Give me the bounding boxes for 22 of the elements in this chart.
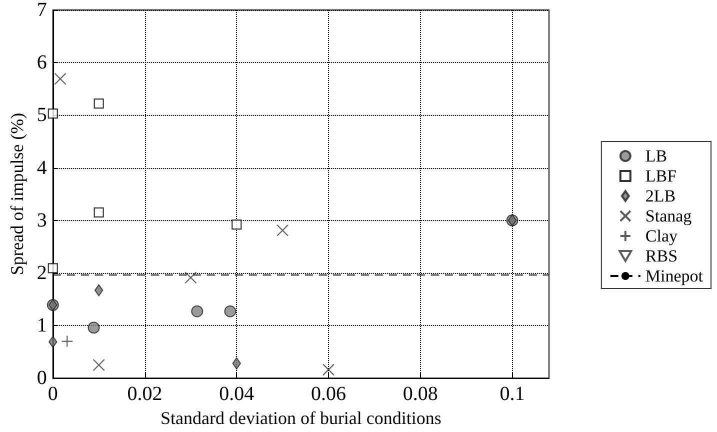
x-tick-label: 0.04 (219, 383, 254, 406)
y-tick-label: 5 (36, 104, 47, 126)
x-tick-label: 0.1 (500, 383, 525, 406)
y-tick-label: 1 (36, 314, 47, 337)
y-axis-title: Spread of impulse (%) (7, 112, 27, 276)
legend-label: Clay (645, 226, 678, 246)
legend-label: LB (645, 146, 668, 166)
y-tick-label: 6 (36, 52, 47, 74)
y-tick-label: 4 (36, 156, 47, 179)
legend-label: RBS (645, 246, 678, 266)
legend-label: 2LB (645, 186, 676, 206)
x-tick-label: 0.06 (311, 383, 346, 406)
y-tick-label: 0 (36, 367, 47, 390)
x-axis-title: Standard deviation of burial conditions (160, 408, 442, 428)
legend-label: Minepot (645, 266, 704, 286)
x-tick-label: 0.08 (402, 383, 438, 406)
y-tick-label: 7 (36, 0, 47, 21)
y-tick-label: 3 (36, 209, 47, 232)
legend-label: LBF (645, 166, 677, 186)
x-tick-label: 0.02 (127, 383, 162, 406)
legend-label: Stanag (645, 206, 692, 226)
y-tick-label: 2 (36, 262, 47, 284)
